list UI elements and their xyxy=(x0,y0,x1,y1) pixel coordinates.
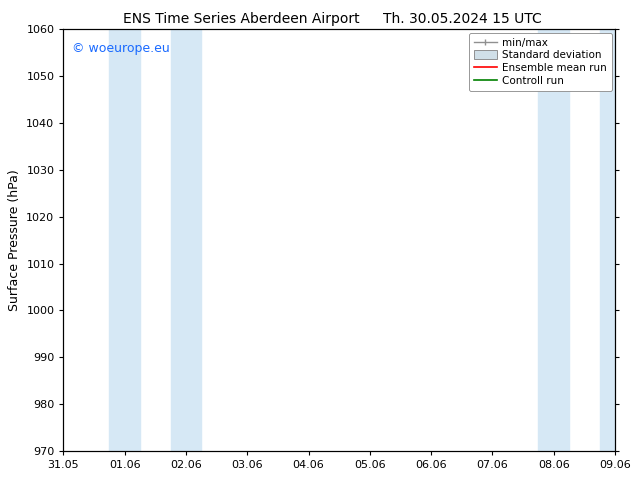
Legend: min/max, Standard deviation, Ensemble mean run, Controll run: min/max, Standard deviation, Ensemble me… xyxy=(469,32,612,91)
Text: © woeurope.eu: © woeurope.eu xyxy=(72,42,169,55)
Bar xyxy=(600,29,615,451)
Y-axis label: Surface Pressure (hPa): Surface Pressure (hPa) xyxy=(8,169,21,311)
Text: ENS Time Series Aberdeen Airport: ENS Time Series Aberdeen Airport xyxy=(122,12,359,26)
Bar xyxy=(538,29,569,451)
Bar xyxy=(171,29,202,451)
Text: Th. 30.05.2024 15 UTC: Th. 30.05.2024 15 UTC xyxy=(384,12,542,26)
Bar xyxy=(110,29,140,451)
